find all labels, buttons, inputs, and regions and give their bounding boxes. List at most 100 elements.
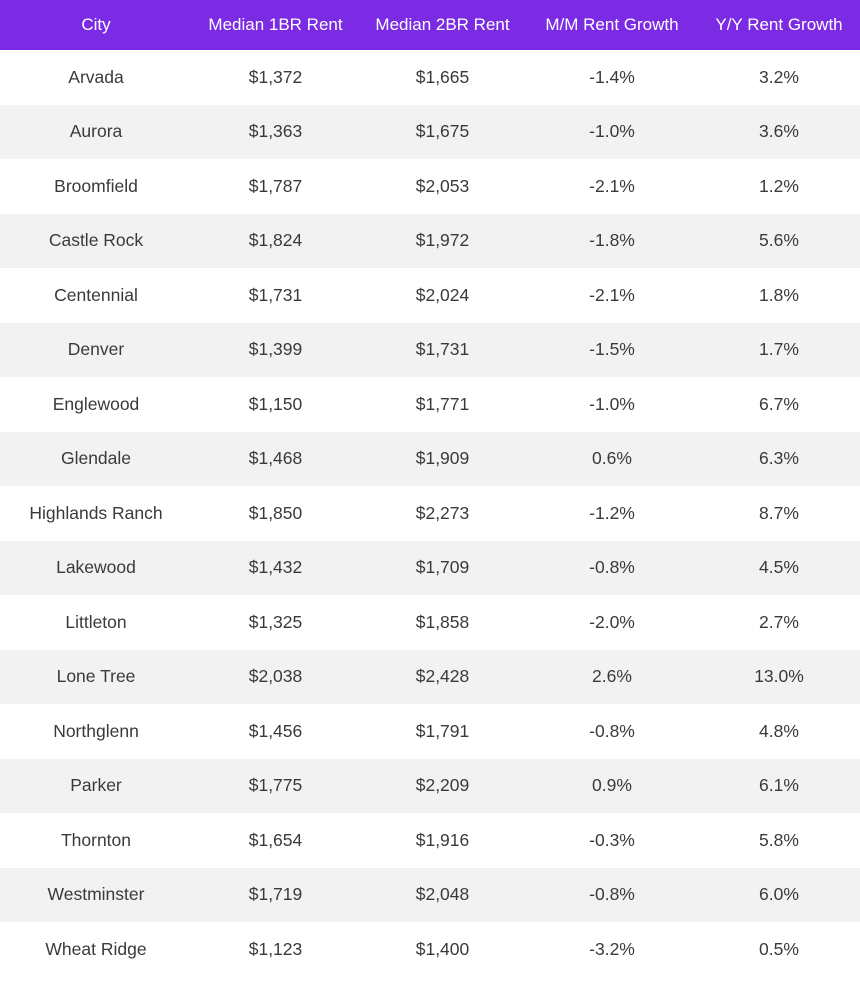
table-row: Westminster $1,719 $2,048 -0.8% 6.0%	[0, 867, 860, 922]
mm-rent-growth-cell: -1.5%	[589, 339, 635, 360]
table-row: Centennial $1,731 $2,024 -2.1% 1.8%	[0, 268, 860, 323]
yy-rent-growth-cell: 4.5%	[759, 557, 799, 578]
median-1br-rent-cell: $1,654	[248, 829, 303, 850]
city-cell: Castle Rock	[48, 230, 144, 251]
mm-rent-growth-cell: -1.2%	[589, 502, 635, 523]
median-1br-rent-cell: $1,363	[248, 121, 303, 142]
median-2br-rent-cell: $2,428	[415, 666, 470, 687]
median-1br-rent-cell: $1,399	[248, 339, 303, 360]
mm-rent-growth-cell: -2.1%	[589, 284, 635, 305]
column-header-median-2br-rent: Median 2BR Rent	[375, 15, 510, 34]
table-row: Northglenn $1,456 $1,791 -0.8% 4.8%	[0, 704, 860, 759]
median-2br-rent-cell: $1,858	[415, 611, 470, 632]
median-2br-rent-cell: $1,791	[415, 720, 470, 741]
mm-rent-growth-cell: -0.8%	[589, 884, 635, 905]
yy-rent-growth-cell: 6.0%	[759, 884, 799, 905]
yy-rent-growth-cell: 6.1%	[759, 775, 799, 796]
mm-rent-growth-cell: 2.6%	[592, 666, 632, 687]
table-row: Wheat Ridge $1,123 $1,400 -3.2% 0.5%	[0, 922, 860, 977]
table-row: Broomfield $1,787 $2,053 -2.1% 1.2%	[0, 159, 860, 214]
median-2br-rent-cell: $1,909	[415, 448, 470, 469]
table-header: City Median 1BR Rent Median 2BR Rent M/M…	[0, 0, 860, 50]
city-cell: Northglenn	[53, 720, 139, 741]
mm-rent-growth-cell: -1.0%	[589, 121, 635, 142]
city-cell: Westminster	[47, 884, 145, 905]
table-row: Arvada $1,372 $1,665 -1.4% 3.2%	[0, 50, 860, 105]
yy-rent-growth-cell: 5.6%	[759, 230, 799, 251]
column-header-city: City	[81, 15, 111, 34]
city-cell: Denver	[67, 339, 125, 360]
city-cell: Broomfield	[54, 175, 138, 196]
table-row: Glendale $1,468 $1,909 0.6% 6.3%	[0, 431, 860, 486]
mm-rent-growth-cell: -0.3%	[589, 829, 635, 850]
mm-rent-growth-cell: -1.4%	[589, 66, 635, 87]
column-header-yy-rent-growth: Y/Y Rent Growth	[715, 15, 843, 34]
table-body: Arvada $1,372 $1,665 -1.4% 3.2% Aurora $1,363 $…	[0, 50, 860, 977]
table-row: Lone Tree $2,038 $2,428 2.6% 13.0%	[0, 649, 860, 704]
yy-rent-growth-cell: 3.2%	[759, 66, 799, 87]
median-2br-rent-cell: $1,675	[415, 121, 470, 142]
median-1br-rent-cell: $1,824	[248, 230, 303, 251]
median-1br-rent-cell: $1,372	[248, 66, 303, 87]
table-row: Aurora $1,363 $1,675 -1.0% 3.6%	[0, 104, 860, 159]
table-row: Denver $1,399 $1,731 -1.5% 1.7%	[0, 322, 860, 377]
median-2br-rent-cell: $2,048	[415, 884, 470, 905]
mm-rent-growth-cell: 0.6%	[592, 448, 632, 469]
median-2br-rent-cell: $2,273	[415, 502, 470, 523]
city-cell: Wheat Ridge	[45, 938, 147, 959]
yy-rent-growth-cell: 1.2%	[759, 175, 799, 196]
median-2br-rent-cell: $2,053	[415, 175, 470, 196]
median-1br-rent-cell: $1,325	[248, 611, 303, 632]
table-row: Castle Rock $1,824 $1,972 -1.8% 5.6%	[0, 213, 860, 268]
table-row: Thornton $1,654 $1,916 -0.3% 5.8%	[0, 813, 860, 868]
column-header-median-1br-rent: Median 1BR Rent	[208, 15, 343, 34]
city-cell: Parker	[70, 775, 122, 796]
city-cell: Lakewood	[56, 557, 136, 578]
mm-rent-growth-cell: -1.0%	[589, 393, 635, 414]
median-2br-rent-cell: $1,972	[415, 230, 470, 251]
median-1br-rent-cell: $1,468	[248, 448, 303, 469]
mm-rent-growth-cell: -3.2%	[589, 938, 635, 959]
table-row: Littleton $1,325 $1,858 -2.0% 2.7%	[0, 595, 860, 650]
median-1br-rent-cell: $1,787	[248, 175, 303, 196]
median-2br-rent-cell: $1,400	[415, 938, 470, 959]
median-1br-rent-cell: $1,850	[248, 502, 303, 523]
city-cell: Thornton	[60, 829, 132, 850]
yy-rent-growth-cell: 1.8%	[759, 284, 799, 305]
mm-rent-growth-cell: -0.8%	[589, 720, 635, 741]
table-row: Englewood $1,150 $1,771 -1.0% 6.7%	[0, 377, 860, 432]
yy-rent-growth-cell: 1.7%	[759, 339, 799, 360]
median-1br-rent-cell: $1,432	[248, 557, 303, 578]
median-1br-rent-cell: $1,719	[248, 884, 303, 905]
city-cell: Englewood	[52, 393, 140, 414]
yy-rent-growth-cell: 6.7%	[759, 393, 799, 414]
mm-rent-growth-cell: -2.1%	[589, 175, 635, 196]
yy-rent-growth-cell: 3.6%	[759, 121, 799, 142]
city-cell: Highlands Ranch	[29, 502, 163, 523]
median-2br-rent-cell: $1,916	[415, 829, 470, 850]
median-2br-rent-cell: $2,024	[415, 284, 470, 305]
mm-rent-growth-cell: -0.8%	[589, 557, 635, 578]
yy-rent-growth-cell: 4.8%	[759, 720, 799, 741]
header-row: City Median 1BR Rent Median 2BR Rent M/M…	[0, 0, 860, 50]
table-row: Highlands Ranch $1,850 $2,273 -1.2% 8.7%	[0, 486, 860, 541]
mm-rent-growth-cell: -2.0%	[589, 611, 635, 632]
column-header-mm-rent-growth: M/M Rent Growth	[545, 15, 679, 34]
yy-rent-growth-cell: 5.8%	[759, 829, 799, 850]
median-1br-rent-cell: $1,731	[248, 284, 303, 305]
median-1br-rent-cell: $1,775	[248, 775, 303, 796]
median-2br-rent-cell: $1,709	[415, 557, 470, 578]
median-1br-rent-cell: $1,150	[248, 393, 303, 414]
city-cell: Glendale	[60, 448, 132, 469]
median-1br-rent-cell: $1,123	[248, 938, 303, 959]
yy-rent-growth-cell: 13.0%	[754, 666, 804, 687]
median-2br-rent-cell: $1,665	[415, 66, 470, 87]
table-row: Lakewood $1,432 $1,709 -0.8% 4.5%	[0, 540, 860, 595]
median-1br-rent-cell: $1,456	[248, 720, 303, 741]
mm-rent-growth-cell: -1.8%	[589, 230, 635, 251]
median-2br-rent-cell: $1,771	[415, 393, 470, 414]
city-cell: Lone Tree	[56, 666, 136, 687]
city-cell: Centennial	[54, 284, 138, 305]
median-1br-rent-cell: $2,038	[248, 666, 303, 687]
